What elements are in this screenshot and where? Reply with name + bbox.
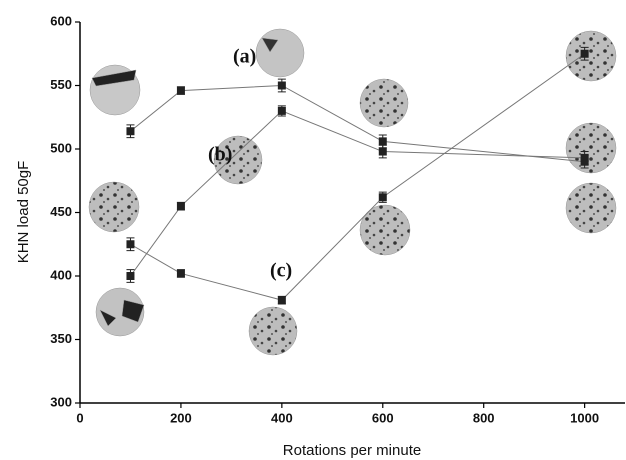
data-point [126,127,135,136]
data-point [378,147,387,156]
y-tick-label: 500 [50,140,72,155]
series-annotation: (c) [270,260,292,282]
y-tick-label: 550 [50,77,72,92]
y-tick-label: 400 [50,267,72,282]
data-point [580,49,589,58]
series-annotation: (a) [233,46,256,68]
y-tick-label: 600 [50,13,72,28]
data-point [176,86,185,95]
data-point [277,296,286,305]
series-line [130,53,585,301]
data-point [176,269,185,278]
x-tick-label: 600 [372,410,394,425]
x-tick-label: 200 [170,410,192,425]
x-tick-label: 800 [473,410,495,425]
micrographs [88,28,617,356]
x-axis-label: Rotations per minute [283,442,421,459]
data-point [126,272,135,280]
data-point [277,81,286,90]
data-point [378,193,387,202]
x-tick-label: 400 [271,410,293,425]
series-line [130,84,585,163]
x-tick-label: 1000 [570,410,599,425]
data-point [126,240,135,249]
y-tick-label: 350 [50,331,72,346]
y-tick-label: 450 [50,204,72,219]
data-point [277,106,286,115]
series-line [130,110,585,277]
data-point [176,202,185,211]
data-point [580,153,589,162]
data-point [378,137,387,146]
x-tick-label: 0 [76,410,83,425]
y-tick-label: 300 [50,394,72,409]
y-axis-label: KHN load 50gF [15,161,32,264]
series-annotation: (b) [208,144,232,166]
